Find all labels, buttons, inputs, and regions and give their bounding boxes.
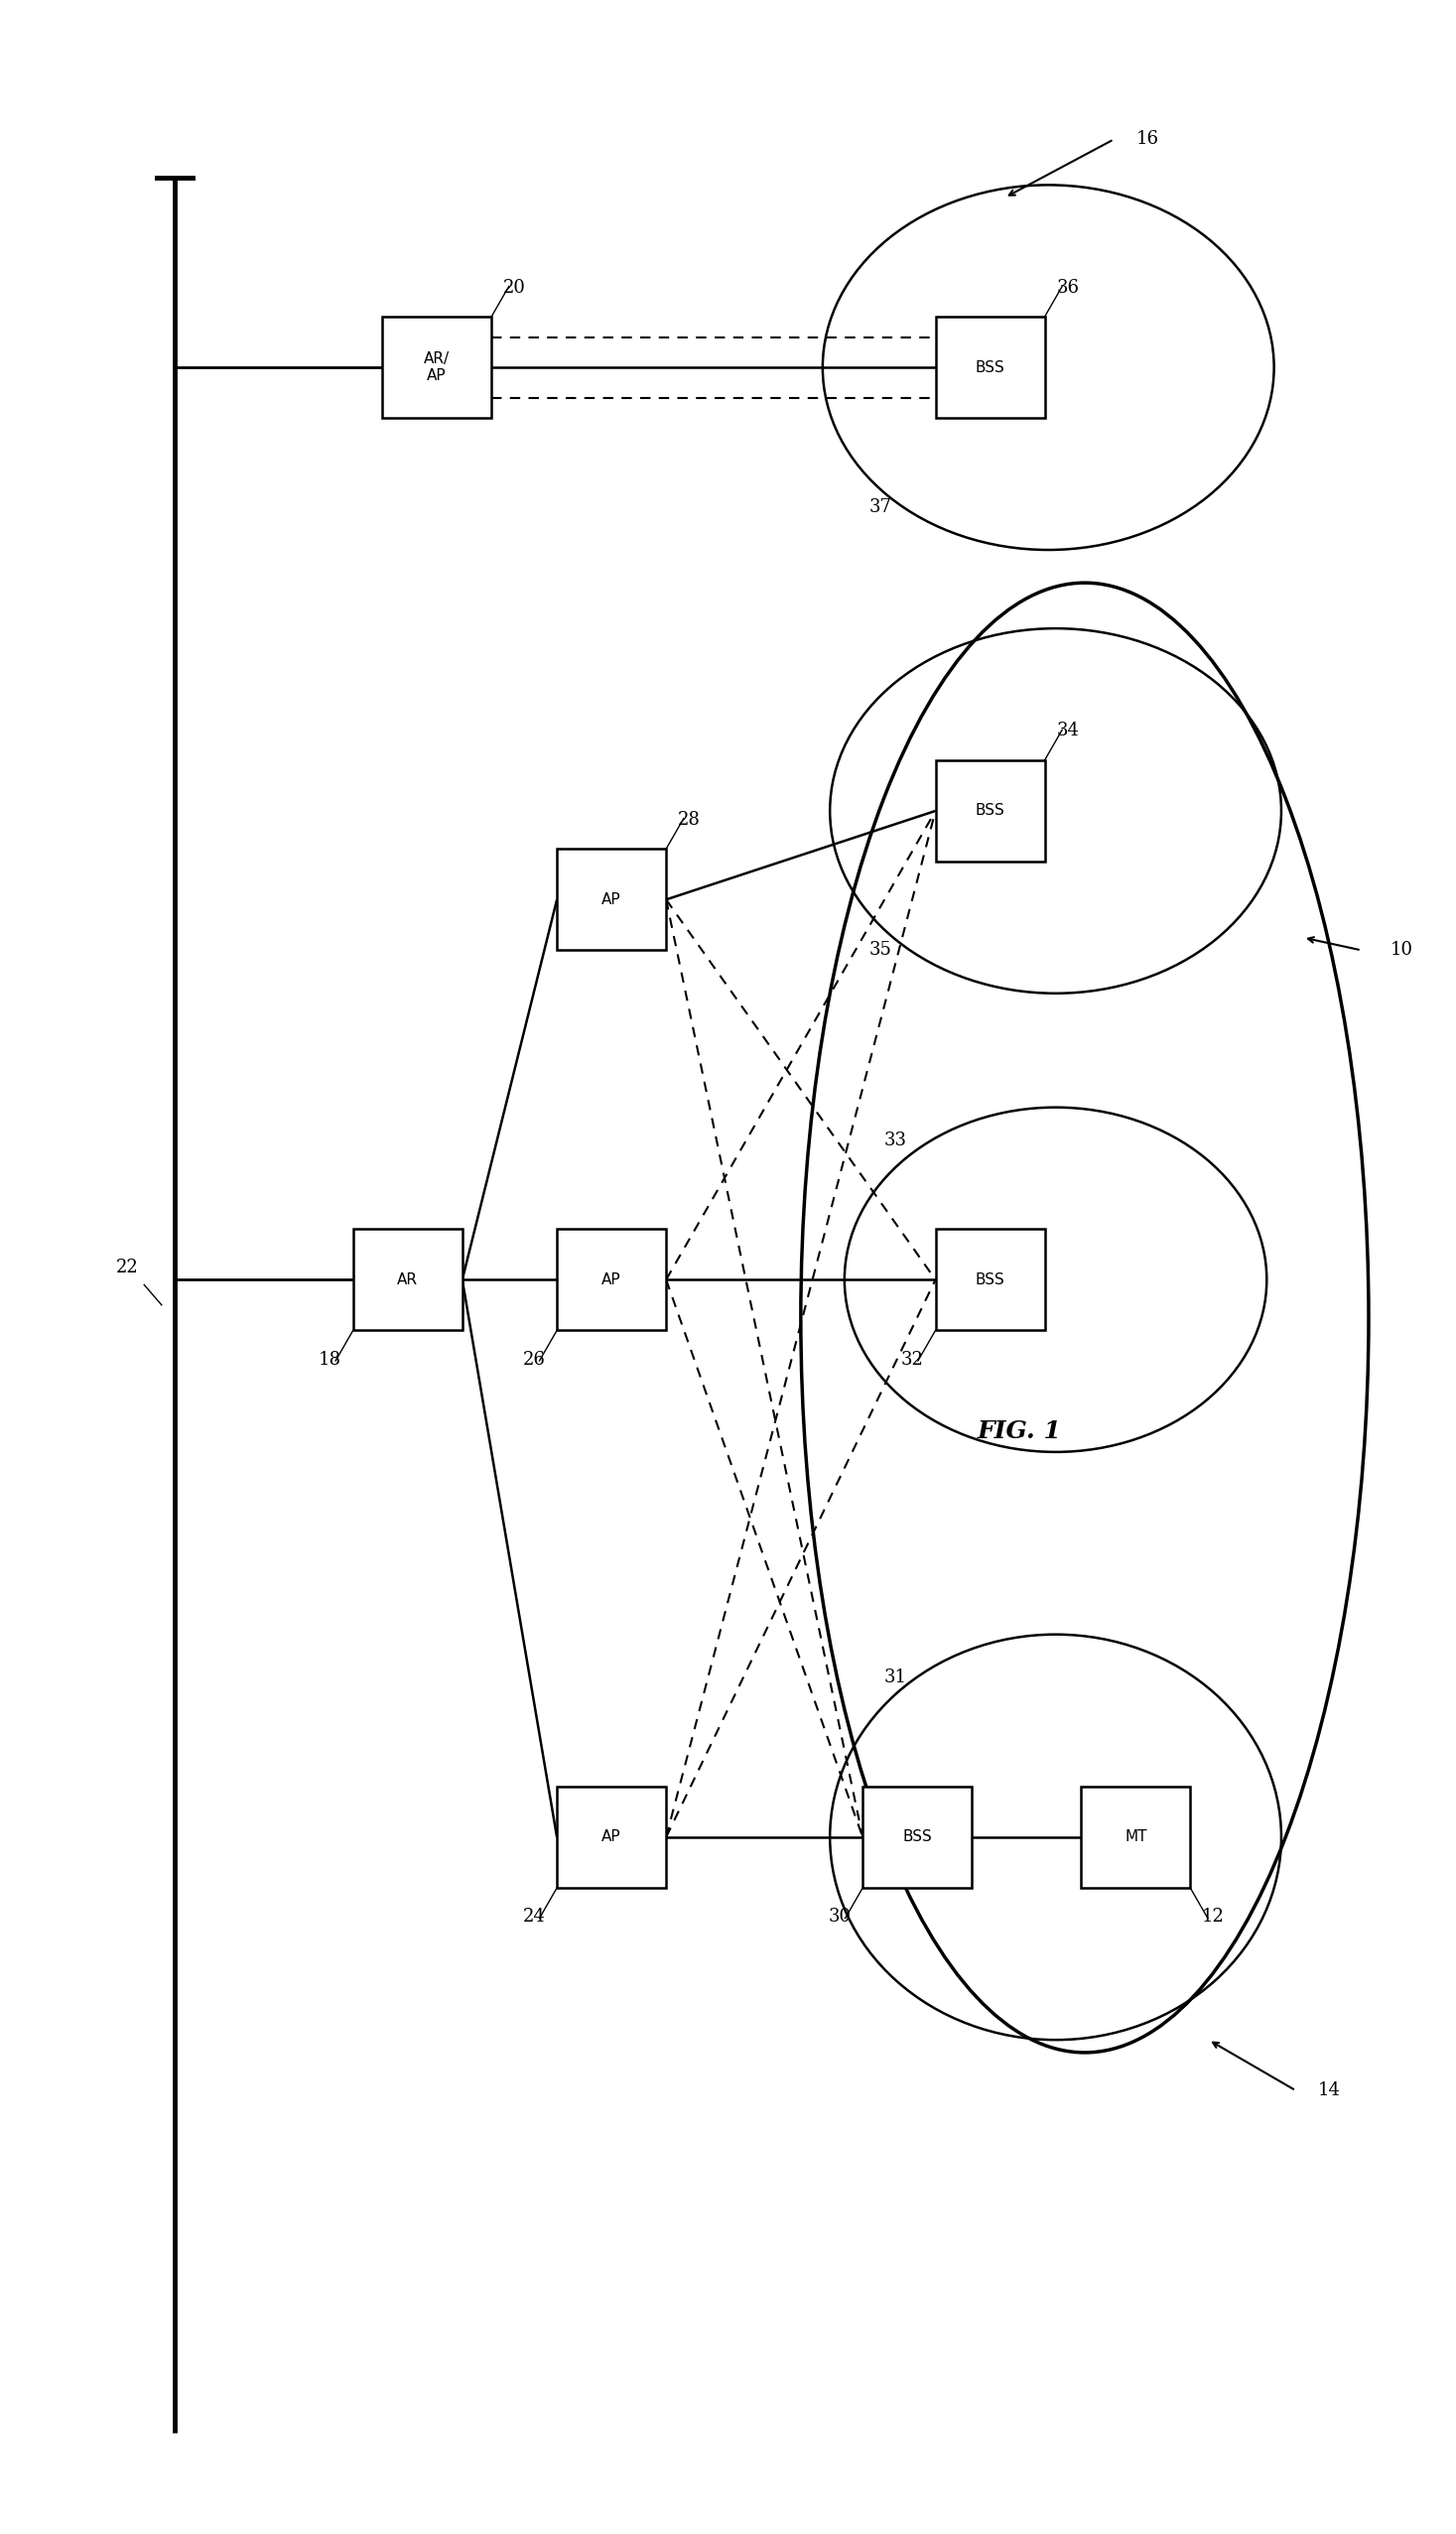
Text: 30: 30 — [828, 1908, 850, 1926]
Text: 34: 34 — [1057, 722, 1079, 740]
Text: BSS: BSS — [976, 360, 1005, 375]
Text: 26: 26 — [523, 1351, 545, 1368]
Text: 32: 32 — [901, 1351, 925, 1368]
Text: 10: 10 — [1390, 940, 1414, 960]
Text: 33: 33 — [884, 1130, 907, 1150]
Text: AP: AP — [601, 1272, 622, 1287]
Text: 35: 35 — [869, 940, 893, 960]
FancyBboxPatch shape — [558, 1786, 667, 1888]
Text: MT: MT — [1124, 1830, 1147, 1845]
FancyBboxPatch shape — [558, 1229, 667, 1330]
Text: 24: 24 — [523, 1908, 545, 1926]
Text: BSS: BSS — [976, 1272, 1005, 1287]
Text: 22: 22 — [115, 1257, 138, 1277]
Text: 31: 31 — [884, 1667, 907, 1688]
Text: 14: 14 — [1318, 2080, 1341, 2101]
FancyBboxPatch shape — [936, 1229, 1045, 1330]
Text: 36: 36 — [1057, 279, 1079, 296]
Text: 18: 18 — [319, 1351, 341, 1368]
Text: 16: 16 — [1136, 129, 1159, 150]
FancyBboxPatch shape — [558, 849, 667, 950]
Text: AR/
AP: AR/ AP — [424, 352, 450, 383]
Text: 12: 12 — [1203, 1908, 1224, 1926]
Text: 37: 37 — [869, 497, 893, 517]
Text: BSS: BSS — [976, 803, 1005, 818]
FancyBboxPatch shape — [936, 317, 1045, 418]
Text: AP: AP — [601, 1830, 622, 1845]
FancyBboxPatch shape — [936, 760, 1045, 862]
FancyBboxPatch shape — [862, 1786, 973, 1888]
FancyBboxPatch shape — [381, 317, 492, 418]
FancyBboxPatch shape — [1082, 1786, 1191, 1888]
Text: 28: 28 — [677, 811, 700, 829]
Text: FIG. 1: FIG. 1 — [977, 1419, 1061, 1444]
FancyBboxPatch shape — [354, 1229, 463, 1330]
Text: BSS: BSS — [903, 1830, 932, 1845]
Text: AP: AP — [601, 892, 622, 907]
Text: AR: AR — [397, 1272, 418, 1287]
Text: 20: 20 — [504, 279, 526, 296]
